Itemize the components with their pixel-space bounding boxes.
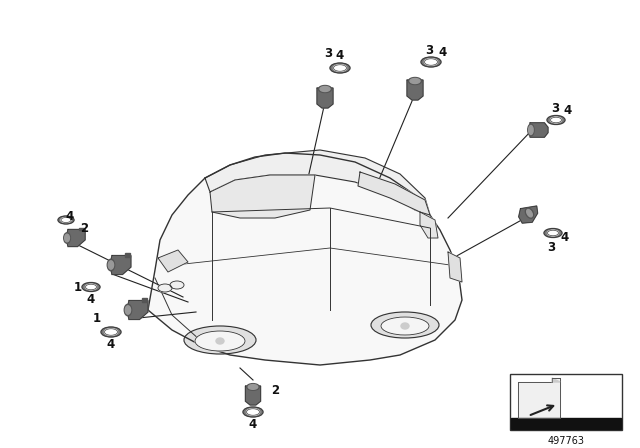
Ellipse shape — [330, 63, 350, 73]
Ellipse shape — [320, 86, 330, 91]
Polygon shape — [530, 123, 548, 137]
Ellipse shape — [125, 306, 131, 314]
Polygon shape — [358, 172, 430, 215]
Bar — [141, 298, 147, 302]
Ellipse shape — [101, 327, 121, 337]
Text: 2: 2 — [80, 221, 88, 234]
Ellipse shape — [547, 116, 565, 125]
Ellipse shape — [401, 323, 409, 329]
Polygon shape — [66, 229, 85, 246]
Ellipse shape — [381, 317, 429, 335]
Bar — [511, 418, 621, 429]
Ellipse shape — [170, 281, 184, 289]
Text: 4: 4 — [66, 210, 74, 223]
Ellipse shape — [544, 228, 562, 237]
Text: 4: 4 — [439, 46, 447, 59]
Ellipse shape — [527, 210, 532, 217]
Text: 4: 4 — [249, 418, 257, 431]
Ellipse shape — [525, 208, 534, 218]
Ellipse shape — [104, 329, 118, 335]
Ellipse shape — [547, 230, 559, 236]
Polygon shape — [407, 80, 423, 100]
Polygon shape — [245, 386, 260, 405]
Ellipse shape — [158, 284, 172, 292]
Polygon shape — [552, 378, 560, 382]
Text: 4: 4 — [87, 293, 95, 306]
Bar — [510, 374, 622, 430]
Ellipse shape — [58, 216, 74, 224]
Ellipse shape — [248, 384, 258, 389]
Text: 4: 4 — [336, 48, 344, 61]
Polygon shape — [448, 252, 462, 282]
Text: 3: 3 — [551, 102, 559, 115]
Polygon shape — [158, 250, 188, 272]
Ellipse shape — [184, 326, 256, 354]
Ellipse shape — [82, 283, 100, 292]
Ellipse shape — [424, 59, 438, 65]
Polygon shape — [518, 206, 538, 223]
Ellipse shape — [65, 234, 69, 242]
Ellipse shape — [243, 407, 263, 417]
Ellipse shape — [408, 78, 422, 85]
Text: 1: 1 — [74, 280, 82, 293]
Ellipse shape — [246, 409, 259, 415]
Ellipse shape — [86, 284, 97, 290]
Polygon shape — [420, 212, 438, 238]
Ellipse shape — [247, 383, 259, 390]
Ellipse shape — [216, 338, 224, 344]
Polygon shape — [205, 150, 430, 215]
Ellipse shape — [61, 217, 71, 223]
Text: 4: 4 — [107, 337, 115, 350]
Text: 3: 3 — [425, 43, 433, 56]
Text: 4: 4 — [564, 103, 572, 116]
Ellipse shape — [64, 233, 70, 243]
Ellipse shape — [421, 57, 441, 67]
Text: 2: 2 — [271, 383, 279, 396]
Ellipse shape — [195, 331, 245, 351]
Polygon shape — [148, 153, 462, 365]
Text: 4: 4 — [561, 231, 569, 244]
Ellipse shape — [410, 78, 420, 83]
Text: 497763: 497763 — [547, 436, 584, 446]
Ellipse shape — [108, 261, 113, 269]
Polygon shape — [317, 88, 333, 108]
Ellipse shape — [124, 304, 132, 316]
Ellipse shape — [333, 65, 346, 71]
Polygon shape — [518, 378, 560, 418]
Polygon shape — [110, 255, 131, 275]
Ellipse shape — [528, 124, 534, 136]
Ellipse shape — [319, 86, 332, 92]
Text: 3: 3 — [324, 47, 332, 60]
Polygon shape — [210, 175, 315, 218]
Ellipse shape — [108, 259, 115, 271]
Text: 1: 1 — [93, 311, 101, 324]
Bar — [79, 228, 84, 230]
Ellipse shape — [550, 117, 561, 123]
Text: 3: 3 — [547, 241, 555, 254]
Ellipse shape — [371, 312, 439, 338]
Ellipse shape — [529, 125, 533, 134]
Polygon shape — [127, 301, 148, 319]
Bar — [125, 254, 130, 257]
